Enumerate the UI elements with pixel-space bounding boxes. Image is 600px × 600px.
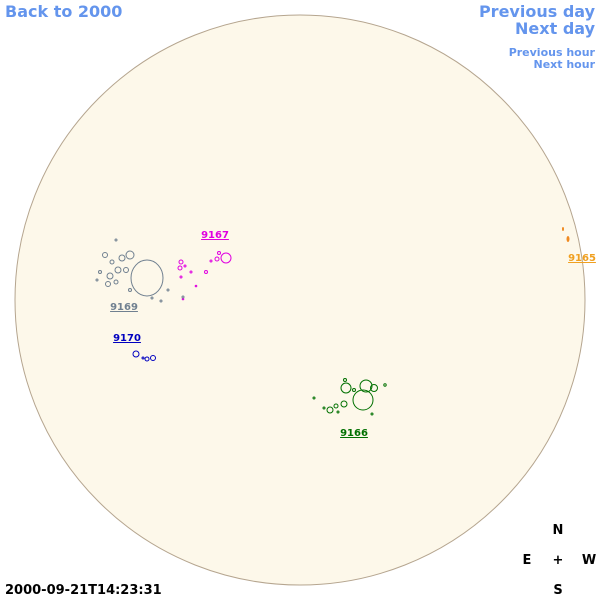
solar-disk — [14, 14, 586, 586]
region-label[interactable]: 9167 — [201, 230, 229, 241]
previous-day-link[interactable]: Previous day — [479, 2, 596, 21]
compass-west: W — [582, 553, 596, 568]
spot-group — [562, 227, 570, 242]
compass-south: S — [553, 583, 562, 598]
compass-north: N — [553, 523, 564, 538]
previous-hour-link[interactable]: Previous hour — [509, 46, 596, 59]
spot-group — [132, 350, 156, 362]
region-label[interactable]: 9166 — [340, 428, 368, 439]
region-label[interactable]: 9169 — [110, 302, 138, 313]
next-hour-link[interactable]: Next hour — [534, 58, 596, 71]
timestamp: 2000-09-21T14:23:31 — [5, 583, 162, 598]
region-label[interactable]: 9165 — [568, 253, 596, 264]
spot-group — [95, 238, 185, 303]
back-year-link[interactable]: Back to 2000 — [5, 2, 122, 21]
compass-center: + — [553, 553, 564, 568]
next-day-link[interactable]: Next day — [515, 19, 596, 38]
spot-group — [312, 378, 387, 416]
compass-east: E — [523, 553, 532, 568]
region-label[interactable]: 9170 — [113, 333, 141, 344]
